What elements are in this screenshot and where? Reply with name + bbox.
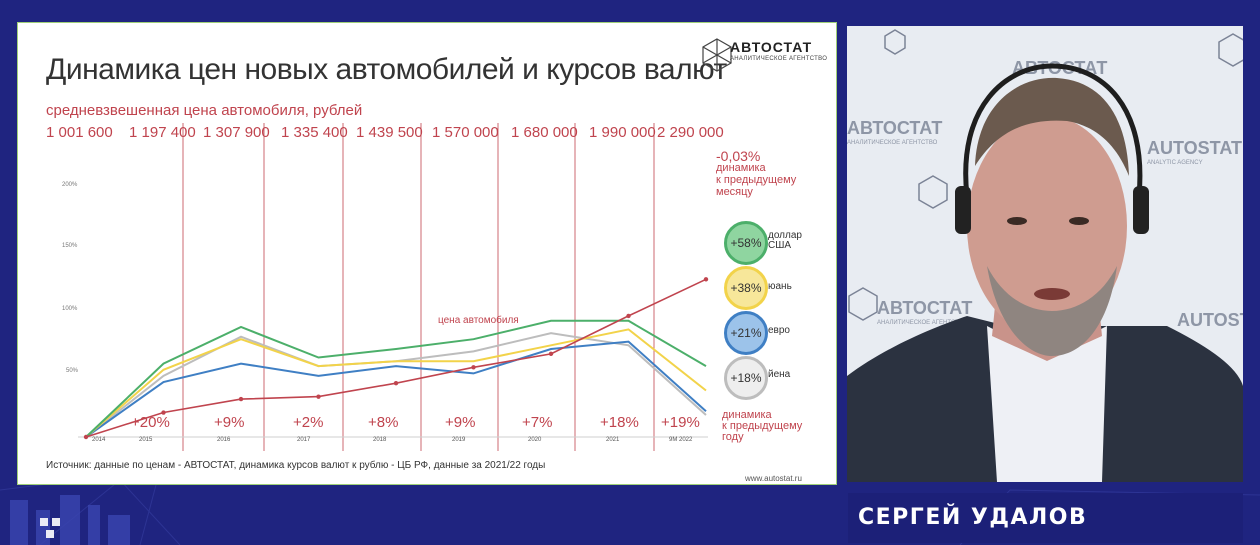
car-price-point bbox=[703, 277, 709, 282]
price-2018: 1 439 500 bbox=[356, 124, 423, 141]
xtick-2020: 2020 bbox=[528, 437, 542, 443]
growth-2022: +19% bbox=[661, 414, 700, 431]
eur-label: евро bbox=[768, 325, 790, 336]
jpy-label: йена bbox=[768, 369, 791, 380]
yearly-label-line: году bbox=[722, 431, 744, 443]
growth-2015: +20% bbox=[131, 414, 170, 431]
ytick-100: 100% bbox=[62, 306, 78, 312]
growth-2021: +18% bbox=[600, 414, 639, 431]
monthly-value: -0,03% bbox=[716, 148, 761, 164]
price-2016: 1 307 900 bbox=[203, 124, 270, 141]
logo-tagline: АНАЛИТИЧЕСКОЕ АГЕНТСТВО bbox=[730, 56, 828, 62]
car-price-point bbox=[393, 381, 399, 386]
usd-label: доллар США bbox=[768, 231, 802, 251]
price-2017: 1 335 400 bbox=[281, 124, 348, 141]
usd-change-badge: +58% bbox=[724, 221, 768, 265]
xtick-2018: 2018 bbox=[373, 437, 387, 443]
growth-2020: +7% bbox=[522, 414, 553, 431]
growth-2016: +9% bbox=[214, 414, 245, 431]
price-2022: 2 290 000 bbox=[657, 124, 724, 141]
presentation-slide: Динамика цен новых автомобилей и курсов … bbox=[17, 22, 837, 485]
speaker-name: СЕРГЕЙ УДАЛОВ bbox=[858, 505, 1088, 530]
series-line bbox=[85, 328, 707, 438]
monthly-label-line: динамика bbox=[716, 162, 766, 174]
growth-2018: +8% bbox=[368, 414, 399, 431]
speaker-image: АВТОСТАТ АВТОСТАТ АВТОСТАТ AUTOSTAT AUTO… bbox=[847, 26, 1243, 482]
xtick-2019: 2019 bbox=[452, 437, 466, 443]
car-price-point bbox=[238, 396, 244, 402]
slide-title: Динамика цен новых автомобилей и курсов … bbox=[46, 53, 727, 86]
yearly-label-line: динамика bbox=[722, 409, 772, 421]
price-2015: 1 197 400 bbox=[129, 124, 196, 141]
price-2021: 1 990 000 bbox=[589, 124, 656, 141]
xtick-2022: 9М 2022 bbox=[669, 437, 693, 443]
backdrop-tagline: ANALYTIC AGENCY bbox=[1147, 160, 1203, 166]
yearly-label-line: к предыдущему bbox=[722, 420, 803, 432]
series-line bbox=[85, 340, 707, 438]
car-price-point bbox=[548, 351, 554, 357]
xtick-2017: 2017 bbox=[297, 437, 311, 443]
price-2020: 1 680 000 bbox=[511, 124, 578, 141]
growth-2019: +9% bbox=[445, 414, 476, 431]
monthly-label-line: месяцу bbox=[716, 186, 753, 198]
cny-change-badge: +38% bbox=[724, 266, 768, 310]
car-price-point bbox=[626, 313, 631, 319]
ytick-150: 150% bbox=[62, 243, 78, 249]
usd-label-line: США bbox=[768, 240, 792, 251]
jpy-change-badge: +18% bbox=[724, 356, 768, 400]
car-price-line-label: цена автомобиля bbox=[438, 315, 519, 326]
backdrop-text: АВТОСТАТ bbox=[877, 298, 972, 318]
series-line bbox=[85, 319, 707, 438]
currency-price-chart bbox=[78, 123, 709, 451]
backdrop-text: AUTOSTAT bbox=[1147, 138, 1242, 158]
cny-label: юань bbox=[768, 281, 792, 292]
usd-label-line: доллар bbox=[768, 230, 802, 241]
monthly-label-line: к предыдущему bbox=[716, 174, 797, 186]
xtick-2015: 2015 bbox=[139, 437, 153, 443]
xtick-2016: 2016 bbox=[217, 437, 231, 443]
logo-name: АВТОСТАТ bbox=[730, 39, 813, 55]
car-price-point bbox=[161, 410, 166, 415]
slide-subtitle: средневзвешенная цена автомобиля, рублей bbox=[46, 102, 363, 119]
yearly-dynamics-label: динамика к предыдущему году bbox=[722, 410, 802, 443]
car-price-point bbox=[471, 365, 476, 370]
growth-2017: +2% bbox=[293, 414, 324, 431]
autostat-logo-icon bbox=[702, 38, 732, 72]
car-price-point bbox=[83, 434, 89, 440]
xtick-2021: 2021 bbox=[606, 437, 620, 443]
backdrop-tagline: АНАЛИТИЧЕСКОЕ АГЕНТСТВО bbox=[877, 320, 968, 326]
eur-change-badge: +21% bbox=[724, 311, 768, 355]
speaker-video: АВТОСТАТ АВТОСТАТ АВТОСТАТ AUTOSTAT AUTO… bbox=[847, 26, 1243, 482]
website-url: www.autostat.ru bbox=[745, 474, 802, 483]
source-footnote: Источник: данные по ценам - АВТОСТАТ, ди… bbox=[46, 460, 546, 471]
ytick-50: 50% bbox=[66, 368, 79, 374]
backdrop-tagline: АНАЛИТИЧЕСКОЕ АГЕНТСТВО bbox=[847, 140, 938, 146]
monthly-dynamics: -0,03% динамика к предыдущему месяцу bbox=[716, 148, 797, 198]
xtick-2014: 2014 bbox=[92, 437, 106, 443]
ytick-200: 200% bbox=[62, 182, 78, 188]
backdrop-text: АВТОСТАТ bbox=[847, 118, 942, 138]
backdrop-text: AUTOSTAT bbox=[1177, 310, 1243, 330]
car-price-point bbox=[316, 394, 321, 399]
price-2019: 1 570 000 bbox=[432, 124, 499, 141]
price-2014: 1 001 600 bbox=[46, 124, 113, 141]
